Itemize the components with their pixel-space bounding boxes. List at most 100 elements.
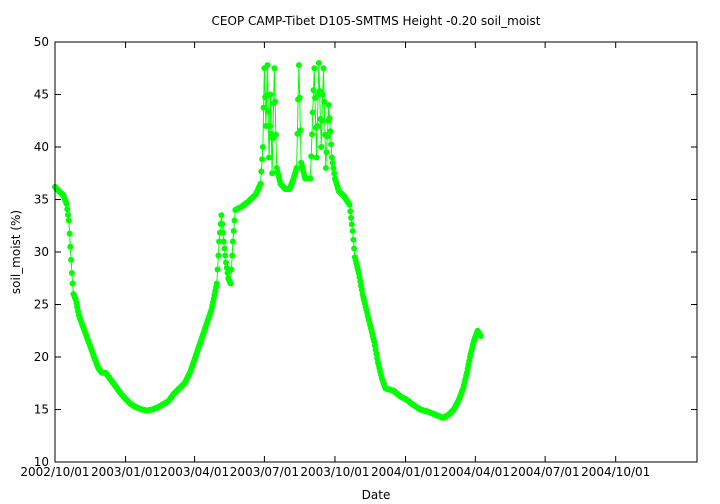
x-tick-label: 2004/10/01 bbox=[581, 465, 650, 479]
data-point bbox=[64, 206, 71, 213]
y-tick-label: 25 bbox=[34, 298, 49, 312]
x-tick-label: 2004/01/01 bbox=[371, 465, 440, 479]
data-point bbox=[223, 259, 229, 266]
data-point bbox=[215, 252, 222, 259]
data-point bbox=[264, 62, 271, 69]
data-points bbox=[52, 60, 484, 421]
plot-frame bbox=[54, 41, 698, 463]
data-point bbox=[321, 98, 328, 105]
data-point bbox=[318, 144, 325, 150]
y-tick-label: 15 bbox=[34, 403, 49, 417]
data-point bbox=[224, 270, 231, 276]
data-point bbox=[309, 109, 316, 116]
data-point bbox=[223, 264, 230, 271]
y-axis-label: soil_moist (%) bbox=[9, 210, 23, 294]
data-point bbox=[259, 144, 266, 150]
data-point bbox=[65, 211, 71, 218]
data-point bbox=[477, 333, 484, 339]
data-point bbox=[314, 123, 321, 129]
data-point bbox=[328, 141, 335, 148]
data-point bbox=[67, 243, 74, 250]
data-point bbox=[68, 270, 75, 276]
x-tick-label: 2003/01/01 bbox=[91, 465, 160, 479]
data-point bbox=[325, 102, 332, 108]
data-point bbox=[348, 221, 355, 228]
data-point bbox=[229, 238, 236, 245]
data-point bbox=[320, 65, 327, 72]
data-point bbox=[66, 230, 73, 237]
data-point bbox=[310, 87, 317, 94]
data-point bbox=[227, 280, 234, 287]
data-point bbox=[331, 170, 338, 177]
data-point bbox=[266, 123, 273, 129]
chart-title: CEOP CAMP-Tibet D105-SMTMS Height -0.20 … bbox=[212, 14, 541, 28]
data-point bbox=[297, 127, 304, 134]
data-point bbox=[272, 131, 279, 138]
data-point bbox=[271, 65, 278, 72]
data-point bbox=[313, 154, 320, 161]
data-point bbox=[311, 65, 318, 72]
data-point bbox=[322, 165, 329, 171]
y-axis-ticks: 10 15 20 25 30 35 40 45 50 bbox=[34, 35, 697, 469]
data-point bbox=[346, 201, 353, 208]
x-tick-label: 2003/10/01 bbox=[300, 465, 369, 479]
data-point bbox=[315, 60, 322, 66]
data-point bbox=[260, 104, 267, 111]
data-point bbox=[219, 221, 226, 227]
x-tick-label: 2002/10/01 bbox=[20, 465, 89, 479]
data-point bbox=[265, 108, 272, 115]
data-point bbox=[266, 154, 272, 161]
data-point bbox=[350, 236, 357, 243]
y-tick-label: 45 bbox=[34, 88, 49, 102]
data-point bbox=[63, 200, 70, 207]
data-point bbox=[323, 149, 330, 156]
data-point bbox=[65, 217, 72, 224]
x-tick-label: 2003/04/01 bbox=[160, 465, 229, 479]
data-point bbox=[308, 153, 315, 160]
data-point bbox=[220, 229, 226, 236]
data-point bbox=[221, 245, 228, 252]
y-tick-label: 35 bbox=[34, 193, 49, 207]
data-point bbox=[269, 170, 276, 177]
x-tick-label: 2004/04/01 bbox=[441, 465, 510, 479]
y-tick-label: 20 bbox=[34, 350, 49, 364]
data-point bbox=[213, 280, 220, 287]
data-point bbox=[293, 165, 300, 171]
data-point bbox=[257, 180, 264, 187]
data-point bbox=[214, 266, 221, 273]
data-point bbox=[318, 117, 325, 124]
data-point bbox=[326, 115, 333, 122]
data-point bbox=[222, 252, 229, 259]
data-point bbox=[68, 256, 75, 263]
x-tick-label: 2003/07/01 bbox=[230, 465, 299, 479]
data-point bbox=[259, 156, 266, 163]
data-point bbox=[329, 159, 336, 166]
data-point bbox=[295, 62, 302, 69]
x-tick-label: 2004/07/01 bbox=[511, 465, 580, 479]
x-axis-ticks: 2002/10/01 2003/01/01 2003/04/01 2003/07/01… bbox=[20, 42, 650, 479]
data-point bbox=[258, 168, 265, 175]
data-point bbox=[330, 165, 337, 171]
data-point bbox=[347, 208, 354, 215]
data-point bbox=[309, 131, 315, 138]
data-point bbox=[228, 266, 235, 273]
data-point bbox=[229, 252, 236, 259]
data-point bbox=[319, 91, 326, 98]
y-tick-label: 50 bbox=[34, 35, 49, 49]
data-point bbox=[216, 238, 223, 245]
data-point bbox=[327, 128, 334, 135]
y-tick-label: 10 bbox=[34, 455, 49, 469]
series-line bbox=[54, 62, 482, 419]
data-point bbox=[218, 212, 225, 219]
data-point bbox=[324, 133, 331, 140]
data-point bbox=[296, 94, 303, 101]
data-point bbox=[231, 217, 238, 224]
data-point bbox=[230, 228, 237, 234]
data-point bbox=[351, 245, 358, 252]
y-tick-label: 30 bbox=[34, 245, 49, 259]
data-point bbox=[328, 154, 335, 161]
data-point bbox=[307, 175, 314, 182]
data-point bbox=[348, 214, 355, 221]
data-point bbox=[69, 280, 76, 287]
